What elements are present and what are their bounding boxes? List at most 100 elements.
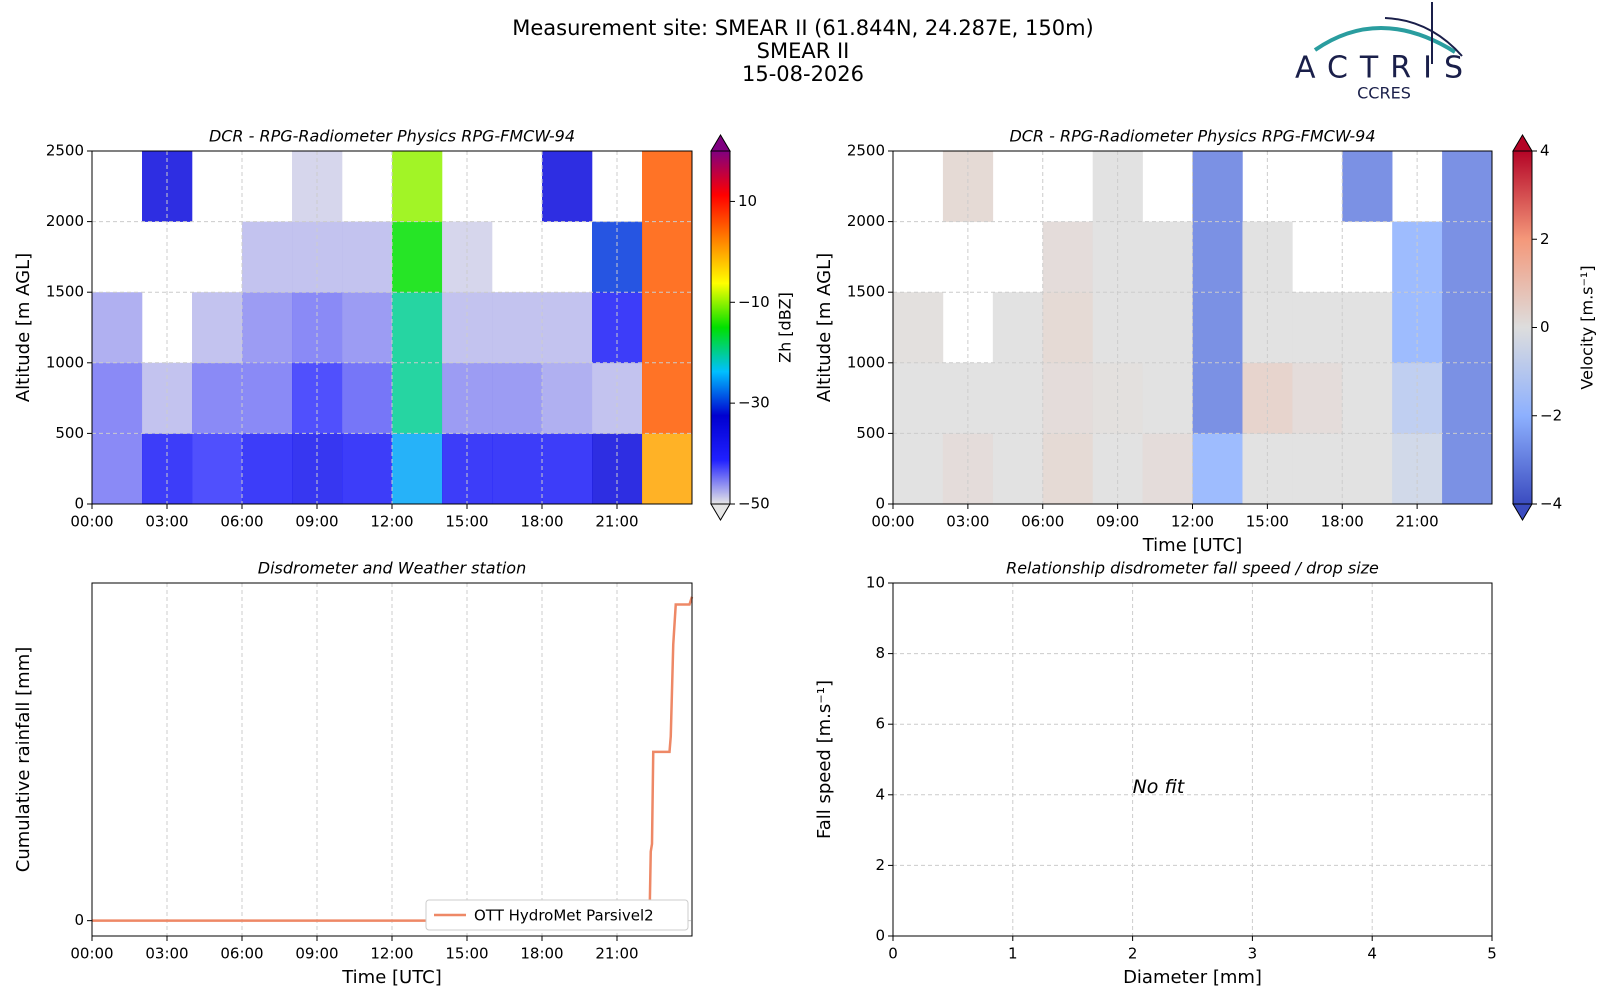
heatmap-cell bbox=[1442, 151, 1493, 222]
x-tick-label: 2 bbox=[1128, 945, 1138, 963]
colorbar-extend bbox=[710, 503, 731, 521]
x-tick-label: 21:00 bbox=[1396, 513, 1439, 531]
heatmap-cell bbox=[1342, 362, 1393, 434]
y-tick-label: 4 bbox=[875, 785, 885, 803]
y-tick-label: 2500 bbox=[847, 142, 885, 160]
panel-title: DCR - RPG-Radiometer Physics RPG-FMCW-94 bbox=[1009, 127, 1375, 146]
x-tick-label: 09:00 bbox=[1096, 513, 1139, 531]
x-tick-label: 03:00 bbox=[145, 513, 188, 531]
colorbar-extend bbox=[1512, 134, 1533, 152]
heatmap-cell bbox=[92, 362, 143, 434]
y-tick-label: 10 bbox=[866, 574, 885, 592]
heatmap-cell bbox=[242, 221, 293, 293]
y-tick-label: 1000 bbox=[46, 353, 84, 371]
legend-label: OTT HydroMet Parsivel2 bbox=[474, 907, 654, 925]
heatmap-cell bbox=[342, 221, 393, 293]
heatmap-cell bbox=[1292, 292, 1343, 364]
heatmap-cell bbox=[1292, 362, 1343, 434]
heatmap-cell bbox=[1442, 362, 1493, 434]
heatmap-cell bbox=[893, 292, 944, 364]
y-tick-label: 8 bbox=[875, 644, 885, 662]
x-tick-label: 18:00 bbox=[1321, 513, 1364, 531]
logo-arc bbox=[1313, 26, 1457, 54]
x-tick-label: 12:00 bbox=[1171, 513, 1214, 531]
heatmap-cell bbox=[1442, 292, 1493, 364]
heatmap-cell bbox=[642, 362, 693, 434]
x-tick-label: 18:00 bbox=[520, 513, 563, 531]
heatmap-cell bbox=[392, 221, 443, 293]
heatmap-cell bbox=[242, 362, 293, 434]
plot-frame bbox=[91, 150, 693, 505]
heatmap-cell bbox=[1192, 151, 1243, 222]
colorbar-tick-label: 0 bbox=[1540, 318, 1550, 336]
heatmap-cell bbox=[642, 433, 693, 505]
heatmap-cell bbox=[642, 151, 693, 222]
panel-title: DCR - RPG-Radiometer Physics RPG-FMCW-94 bbox=[209, 127, 575, 146]
heatmap-cell bbox=[392, 362, 443, 434]
y-tick-label: 500 bbox=[55, 424, 84, 442]
x-tick-label: 09:00 bbox=[295, 945, 338, 963]
heatmap-cell bbox=[342, 292, 393, 364]
x-tick-label: 4 bbox=[1367, 945, 1377, 963]
y-axis-label: Fall speed [m.s⁻¹] bbox=[814, 680, 835, 839]
panel-title: Disdrometer and Weather station bbox=[258, 559, 526, 578]
y-tick-label: 500 bbox=[856, 424, 885, 442]
x-tick-label: 15:00 bbox=[1246, 513, 1289, 531]
heatmap-cell bbox=[642, 221, 693, 293]
y-tick-label: 2 bbox=[875, 856, 885, 874]
x-tick-label: 12:00 bbox=[370, 945, 413, 963]
heatmap-cell bbox=[1442, 433, 1493, 505]
panel: 00:00 03:00 06:00 09:00 12:00 15:00 18:00 21:00… bbox=[814, 127, 1597, 557]
colorbar-label: Velocity [m.s⁻¹] bbox=[1578, 265, 1597, 389]
heatmap-cell bbox=[1042, 362, 1093, 434]
heatmap-cell bbox=[392, 151, 443, 222]
heatmap-cell bbox=[642, 292, 693, 364]
x-tick-label: 00:00 bbox=[871, 513, 914, 531]
heatmap-cell bbox=[1342, 292, 1393, 364]
y-tick-label: 2500 bbox=[46, 142, 84, 160]
x-tick-label: 06:00 bbox=[220, 945, 263, 963]
x-tick-label: 00:00 bbox=[70, 945, 113, 963]
colorbar-extend bbox=[710, 134, 731, 152]
heatmap-cell bbox=[242, 292, 293, 364]
header-title: SMEAR II bbox=[757, 39, 850, 63]
heatmap-cell bbox=[992, 292, 1044, 364]
colorbar-tick-label: −4 bbox=[1540, 495, 1562, 513]
heatmap-cell bbox=[542, 292, 593, 364]
logo: ACTRIS CCRES bbox=[1295, 2, 1475, 103]
heatmap-cell bbox=[542, 433, 593, 505]
heatmap-cell bbox=[992, 362, 1044, 434]
x-tick-label: 00:00 bbox=[70, 513, 113, 531]
y-tick-label: 2000 bbox=[46, 212, 84, 230]
y-tick-label: 2000 bbox=[847, 212, 885, 230]
x-tick-label: 03:00 bbox=[145, 945, 188, 963]
x-tick-label: 0 bbox=[888, 945, 898, 963]
colorbar-tick-label: −50 bbox=[738, 495, 770, 513]
colorbar-tick-label: −10 bbox=[738, 293, 770, 311]
header-title: 15-08-2026 bbox=[742, 62, 864, 86]
heatmap-cell bbox=[1192, 292, 1243, 364]
logo-name: ACTRIS bbox=[1295, 51, 1475, 86]
y-tick-label: 6 bbox=[875, 715, 885, 733]
colorbar-tick-label: −30 bbox=[738, 394, 770, 412]
heatmap-cell bbox=[1192, 362, 1243, 434]
legend-box bbox=[425, 899, 689, 931]
heatmap-cell bbox=[92, 433, 143, 505]
heatmap-cell bbox=[492, 292, 543, 364]
heatmap-cell bbox=[1342, 433, 1393, 505]
x-tick-label: 09:00 bbox=[295, 513, 338, 531]
heatmap-cell bbox=[342, 362, 393, 434]
x-axis-label: Time [UTC] bbox=[1142, 535, 1243, 556]
colorbar-tick-label: −2 bbox=[1540, 406, 1562, 424]
x-tick-label: 15:00 bbox=[445, 513, 488, 531]
panel-title: Relationship disdrometer fall speed / dr… bbox=[1006, 559, 1379, 578]
annotation: No fit bbox=[1133, 776, 1186, 798]
heatmap-cell bbox=[492, 362, 543, 434]
heatmap-cell bbox=[1192, 433, 1243, 505]
heatmap-cell bbox=[192, 433, 243, 505]
heatmap-cell bbox=[392, 292, 443, 364]
plot-frame bbox=[892, 150, 1493, 505]
colorbar-tick-label: 2 bbox=[1540, 230, 1550, 248]
heatmap-cell bbox=[1042, 292, 1093, 364]
